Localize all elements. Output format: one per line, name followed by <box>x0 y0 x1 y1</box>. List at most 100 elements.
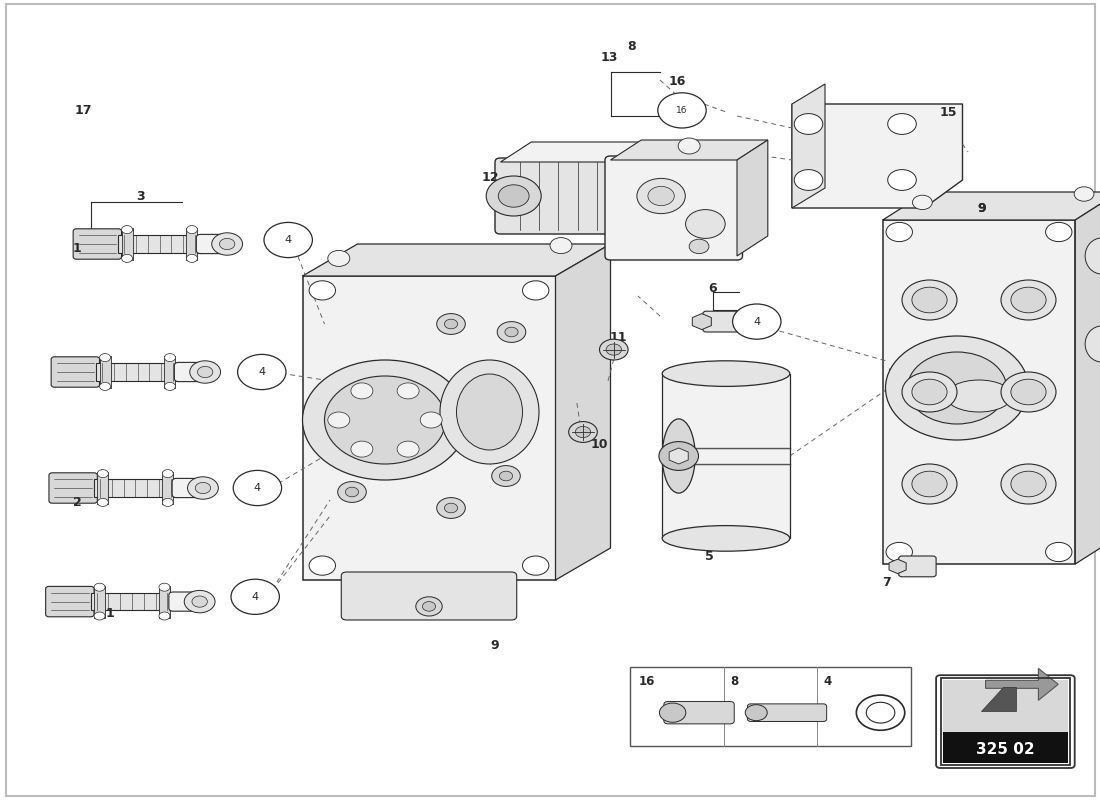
Bar <box>165 356 176 388</box>
Circle shape <box>94 612 106 620</box>
FancyBboxPatch shape <box>168 592 208 611</box>
Ellipse shape <box>662 526 790 551</box>
Text: 3: 3 <box>136 190 145 203</box>
Circle shape <box>94 583 106 591</box>
Circle shape <box>397 441 419 457</box>
Circle shape <box>908 352 1007 424</box>
FancyBboxPatch shape <box>45 586 94 617</box>
Polygon shape <box>792 104 962 208</box>
Text: 4: 4 <box>254 483 261 493</box>
Polygon shape <box>500 142 647 162</box>
Text: 4: 4 <box>285 235 292 245</box>
Circle shape <box>309 556 336 575</box>
Circle shape <box>163 498 174 506</box>
Ellipse shape <box>946 380 1012 412</box>
Circle shape <box>165 354 176 362</box>
Circle shape <box>309 281 336 300</box>
Circle shape <box>912 287 947 313</box>
Circle shape <box>745 705 768 721</box>
Circle shape <box>659 442 698 470</box>
Circle shape <box>324 376 446 464</box>
Circle shape <box>192 596 207 607</box>
Bar <box>882 220 1076 564</box>
Ellipse shape <box>1085 238 1100 274</box>
FancyBboxPatch shape <box>51 357 99 387</box>
Text: 4: 4 <box>754 317 760 326</box>
Circle shape <box>888 114 916 134</box>
Circle shape <box>733 304 781 339</box>
FancyBboxPatch shape <box>899 556 936 577</box>
FancyBboxPatch shape <box>48 473 97 503</box>
FancyBboxPatch shape <box>663 702 735 724</box>
Circle shape <box>397 383 419 399</box>
Circle shape <box>505 327 518 337</box>
Circle shape <box>196 482 210 494</box>
Text: 6: 6 <box>708 282 717 294</box>
Circle shape <box>1001 280 1056 320</box>
Circle shape <box>794 170 823 190</box>
Circle shape <box>351 441 373 457</box>
Ellipse shape <box>662 361 790 386</box>
Bar <box>97 472 108 504</box>
Text: 9: 9 <box>977 202 986 214</box>
Text: 7: 7 <box>882 576 891 589</box>
Bar <box>943 732 1068 763</box>
Circle shape <box>550 238 572 254</box>
Circle shape <box>121 226 133 234</box>
Text: 8: 8 <box>627 40 636 53</box>
Text: 13: 13 <box>601 51 618 64</box>
Circle shape <box>794 114 823 134</box>
Bar <box>662 374 790 538</box>
Circle shape <box>912 471 947 497</box>
Circle shape <box>1011 379 1046 405</box>
Circle shape <box>678 138 701 154</box>
Circle shape <box>328 412 350 428</box>
Circle shape <box>158 583 169 591</box>
Circle shape <box>233 470 282 506</box>
Text: 11: 11 <box>609 331 627 344</box>
Circle shape <box>637 178 685 214</box>
Bar <box>186 228 198 260</box>
Circle shape <box>185 590 216 613</box>
Text: 325 02: 325 02 <box>976 742 1035 757</box>
Circle shape <box>186 226 198 234</box>
Circle shape <box>420 412 442 428</box>
Circle shape <box>1074 186 1093 202</box>
Circle shape <box>497 322 526 342</box>
Circle shape <box>867 702 894 723</box>
Polygon shape <box>986 668 1058 700</box>
Circle shape <box>231 579 279 614</box>
Polygon shape <box>792 84 825 208</box>
FancyBboxPatch shape <box>703 311 749 332</box>
Bar <box>302 276 556 580</box>
Ellipse shape <box>456 374 522 450</box>
Circle shape <box>902 280 957 320</box>
Ellipse shape <box>440 360 539 464</box>
Bar <box>940 678 1070 765</box>
Ellipse shape <box>1085 326 1100 362</box>
Text: 4: 4 <box>258 367 265 377</box>
Circle shape <box>444 503 458 513</box>
Circle shape <box>1011 471 1046 497</box>
FancyBboxPatch shape <box>605 156 742 260</box>
Bar <box>158 586 169 618</box>
FancyBboxPatch shape <box>196 234 235 254</box>
Circle shape <box>1011 287 1046 313</box>
Circle shape <box>345 487 359 497</box>
Circle shape <box>422 602 436 611</box>
Circle shape <box>186 254 198 262</box>
Text: 16: 16 <box>676 106 688 115</box>
Bar <box>121 228 132 260</box>
Circle shape <box>198 366 213 378</box>
Circle shape <box>498 185 529 207</box>
Text: 14: 14 <box>703 311 720 324</box>
Bar <box>118 235 200 253</box>
Circle shape <box>659 703 686 722</box>
Circle shape <box>437 498 465 518</box>
FancyBboxPatch shape <box>936 675 1075 768</box>
FancyBboxPatch shape <box>747 704 826 722</box>
Bar <box>94 586 106 618</box>
Circle shape <box>444 319 458 329</box>
Polygon shape <box>882 192 1100 220</box>
Text: 4: 4 <box>824 675 832 688</box>
